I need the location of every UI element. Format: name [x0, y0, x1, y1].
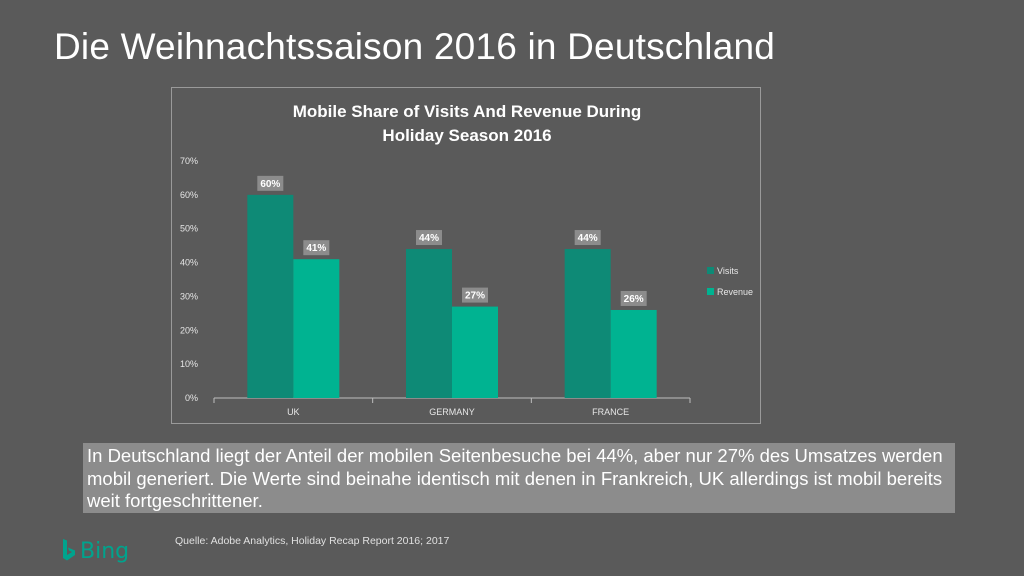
data-label: 44%	[578, 233, 598, 244]
bar-visits-france	[564, 249, 611, 398]
x-category-label: FRANCE	[592, 407, 629, 417]
chart-title-line-2: Holiday Season 2016	[382, 126, 551, 145]
chart-title-line-1: Mobile Share of Visits And Revenue Durin…	[293, 102, 642, 121]
y-tick-label: 50%	[180, 224, 198, 234]
bar-visits-uk	[247, 194, 294, 398]
x-category-label: GERMANY	[429, 407, 475, 417]
y-tick-label: 60%	[180, 190, 198, 200]
x-category-label: UK	[287, 407, 300, 417]
data-label-box	[257, 175, 284, 191]
data-label-box	[303, 240, 330, 256]
bar-visits-germany	[406, 249, 452, 398]
data-label: 41%	[306, 243, 326, 254]
bing-logo-text: Bing	[80, 538, 130, 564]
data-label: 26%	[624, 294, 644, 305]
data-label: 27%	[465, 291, 485, 302]
source-note: Quelle: Adobe Analytics, Holiday Recap R…	[175, 535, 450, 547]
data-label-box	[620, 290, 647, 306]
bar-revenue-uk	[293, 259, 340, 398]
bing-b-icon	[63, 539, 75, 561]
y-tick-label: 0%	[185, 393, 198, 403]
bar-revenue-germany	[452, 306, 498, 398]
data-label-box	[416, 230, 442, 246]
data-label: 60%	[260, 179, 280, 190]
y-tick-label: 10%	[180, 359, 198, 369]
y-tick-label: 70%	[180, 156, 198, 166]
data-label-box	[574, 230, 601, 246]
y-tick-label: 20%	[180, 325, 198, 335]
legend-swatch-visits	[707, 267, 714, 274]
legend-label-revenue: Revenue	[717, 287, 753, 297]
legend-label-visits: Visits	[717, 266, 739, 276]
body-text: In Deutschland liegt der Anteil der mobi…	[83, 443, 955, 513]
bar-chart: Mobile Share of Visits And Revenue Durin…	[180, 102, 753, 417]
bar-revenue-france	[610, 309, 657, 398]
bing-logo[interactable]: Bing	[62, 536, 129, 566]
legend-swatch-revenue	[707, 288, 714, 295]
y-tick-label: 40%	[180, 258, 198, 268]
chart-frame: Mobile Share of Visits And Revenue Durin…	[171, 87, 761, 424]
slide-title: Die Weihnachtssaison 2016 in Deutschland	[54, 26, 776, 67]
y-tick-label: 30%	[180, 291, 198, 301]
data-label-box	[462, 287, 488, 303]
data-label: 44%	[419, 233, 439, 244]
